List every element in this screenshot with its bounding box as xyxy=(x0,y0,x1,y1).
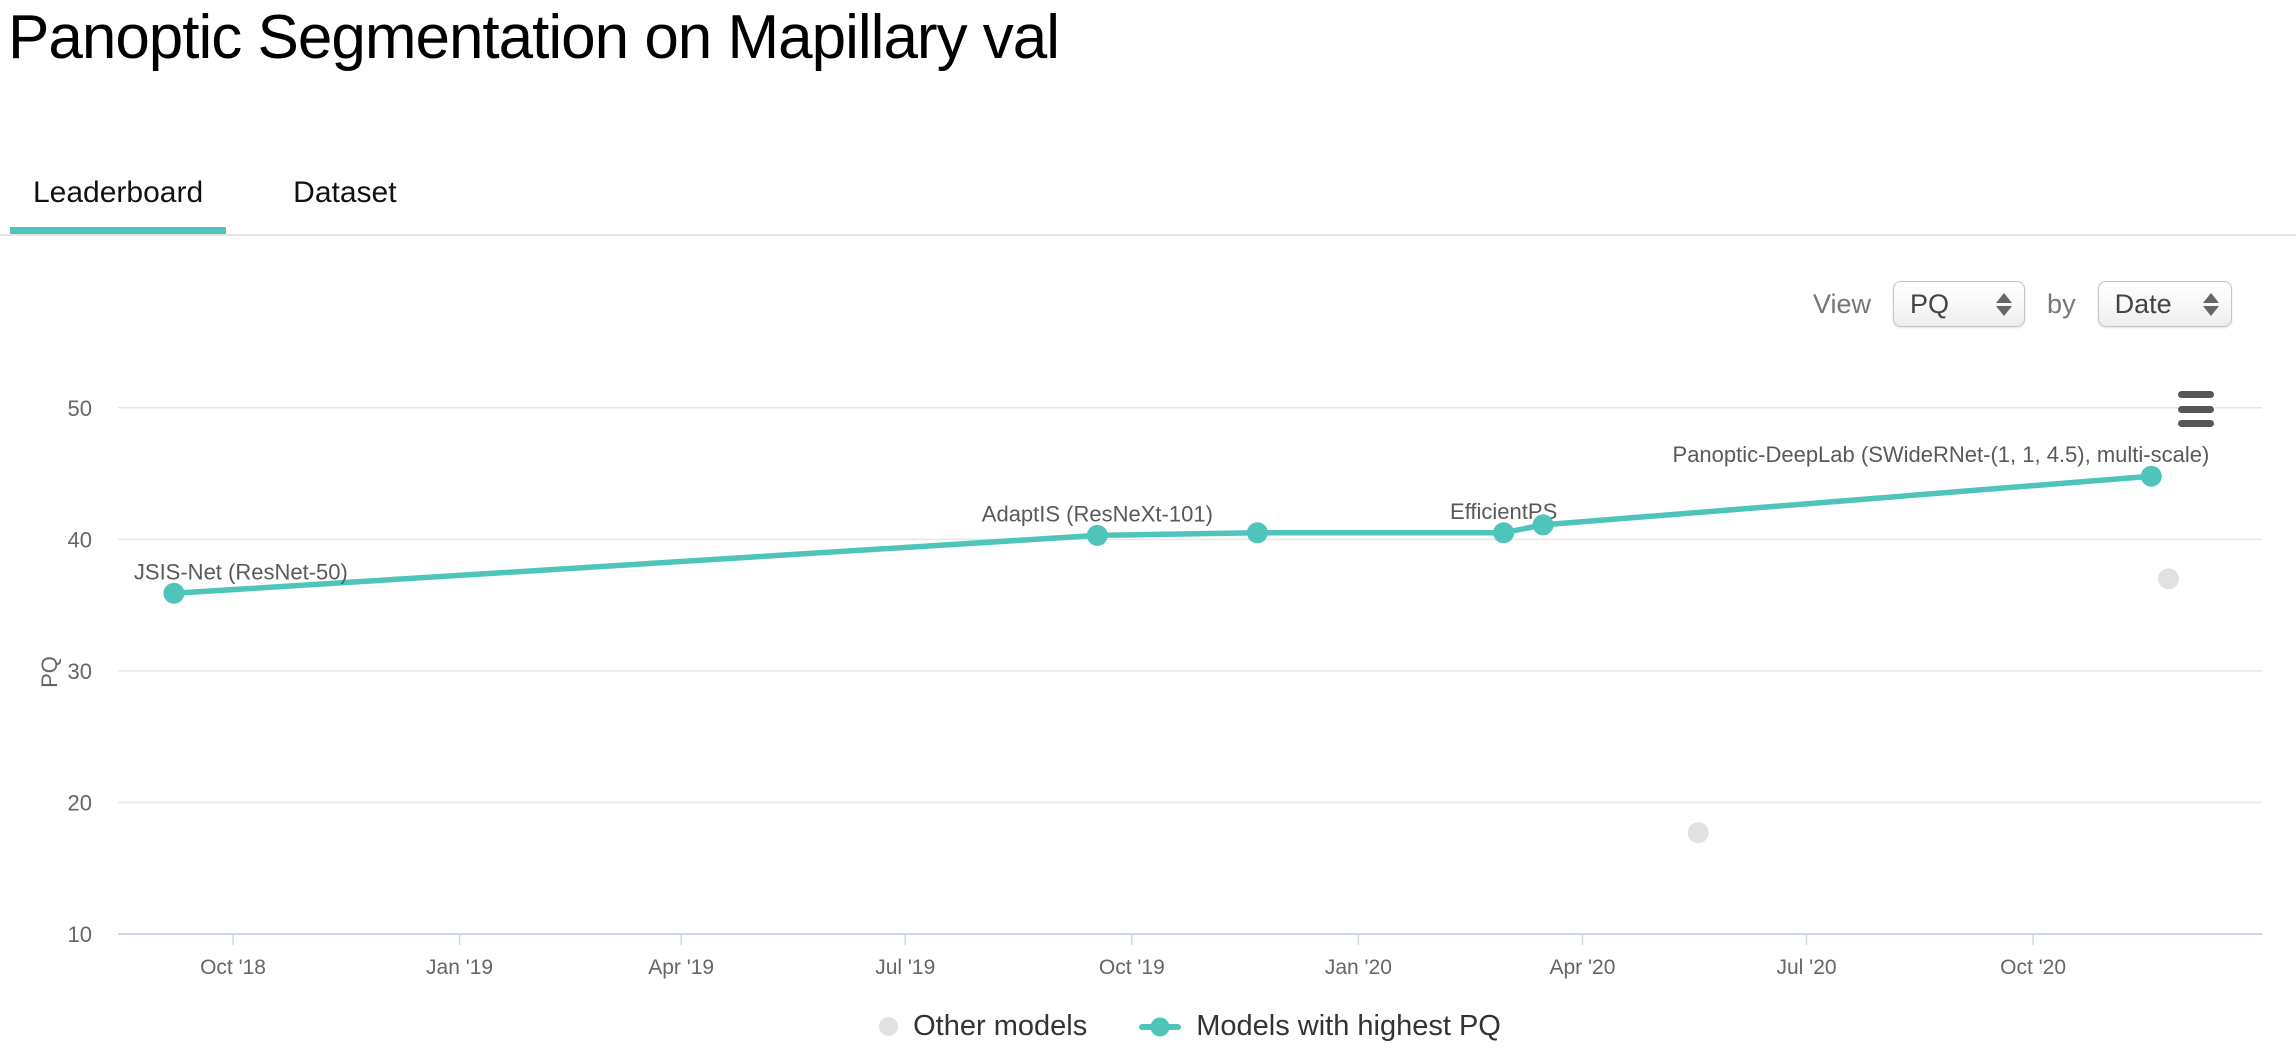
stepper-arrows-icon xyxy=(1996,292,2013,316)
x-tick-label: Jul '19 xyxy=(875,956,935,979)
chart-export-menu-button[interactable] xyxy=(2178,391,2215,427)
x-tick-label: Oct '18 xyxy=(200,956,266,979)
hamburger-icon xyxy=(2178,420,2214,427)
model-annotation-label[interactable]: Panoptic-DeepLab (SWideRNet-(1, 1, 4.5),… xyxy=(1673,442,2210,467)
hamburger-icon xyxy=(2178,391,2214,398)
x-tick-label: Jan '20 xyxy=(1325,956,1392,979)
y-tick-label: 10 xyxy=(68,922,92,947)
highlight-point[interactable] xyxy=(1493,522,1515,544)
page-title: Panoptic Segmentation on Mapillary val xyxy=(8,3,1060,72)
tab-leaderboard[interactable]: Leaderboard xyxy=(10,160,226,234)
highlight-point[interactable] xyxy=(1532,514,1554,536)
view-label: View xyxy=(1813,288,1872,319)
x-tick-label: Oct '19 xyxy=(1099,956,1165,979)
metric-select[interactable]: PQ xyxy=(1893,281,2026,327)
legend-label: Models with highest PQ xyxy=(1196,1010,1501,1042)
legend-item-highest-pq[interactable]: Models with highest PQ xyxy=(1139,1010,1501,1043)
model-annotation-label[interactable]: AdaptIS (ResNeXt-101) xyxy=(982,501,1213,526)
highlight-point[interactable] xyxy=(1246,522,1268,544)
x-tick-label: Apr '19 xyxy=(648,956,714,979)
other-models-marker-icon xyxy=(879,1017,899,1036)
highlight-point[interactable] xyxy=(163,582,185,604)
highest-pq-marker-dot-icon xyxy=(1150,1017,1170,1036)
highlight-point[interactable] xyxy=(1086,524,1108,546)
sort-select-value: Date xyxy=(2114,288,2172,319)
legend-label: Other models xyxy=(913,1010,1088,1042)
stepper-arrows-icon xyxy=(2202,292,2219,316)
y-axis-title: PQ xyxy=(37,656,62,688)
x-tick-label: Jan '19 xyxy=(426,956,493,979)
y-tick-label: 40 xyxy=(68,527,92,552)
view-controls: View PQ by Date xyxy=(1813,281,2232,327)
model-annotation-label[interactable]: JSIS-Net (ResNet-50) xyxy=(134,559,348,584)
x-tick-label: Oct '20 xyxy=(2000,956,2066,979)
chart-legend: Other models Models with highest PQ xyxy=(118,1010,2262,1043)
highest-pq-marker-icon xyxy=(1139,1017,1182,1036)
y-tick-label: 30 xyxy=(68,659,92,684)
x-tick-label: Jul '20 xyxy=(1777,956,1837,979)
by-label: by xyxy=(2047,288,2076,319)
other-model-point[interactable] xyxy=(2158,568,2180,590)
y-tick-label: 50 xyxy=(68,396,92,421)
highlight-point[interactable] xyxy=(2140,465,2162,487)
arrow-down-icon xyxy=(2202,305,2219,316)
arrow-up-icon xyxy=(2202,292,2219,303)
x-tick-label: Apr '20 xyxy=(1550,956,1616,979)
arrow-up-icon xyxy=(1996,292,2013,303)
tab-dataset[interactable]: Dataset xyxy=(293,176,397,209)
hamburger-icon xyxy=(2178,405,2214,413)
legend-item-other-models[interactable]: Other models xyxy=(879,1010,1087,1043)
y-tick-label: 20 xyxy=(68,790,92,815)
arrow-down-icon xyxy=(1996,305,2013,316)
sort-select[interactable]: Date xyxy=(2097,281,2232,327)
other-model-point[interactable] xyxy=(1687,822,1709,844)
tab-bar: Leaderboard Dataset xyxy=(0,160,2296,236)
metric-select-value: PQ xyxy=(1910,288,1950,319)
highest-pq-line xyxy=(171,473,2155,597)
